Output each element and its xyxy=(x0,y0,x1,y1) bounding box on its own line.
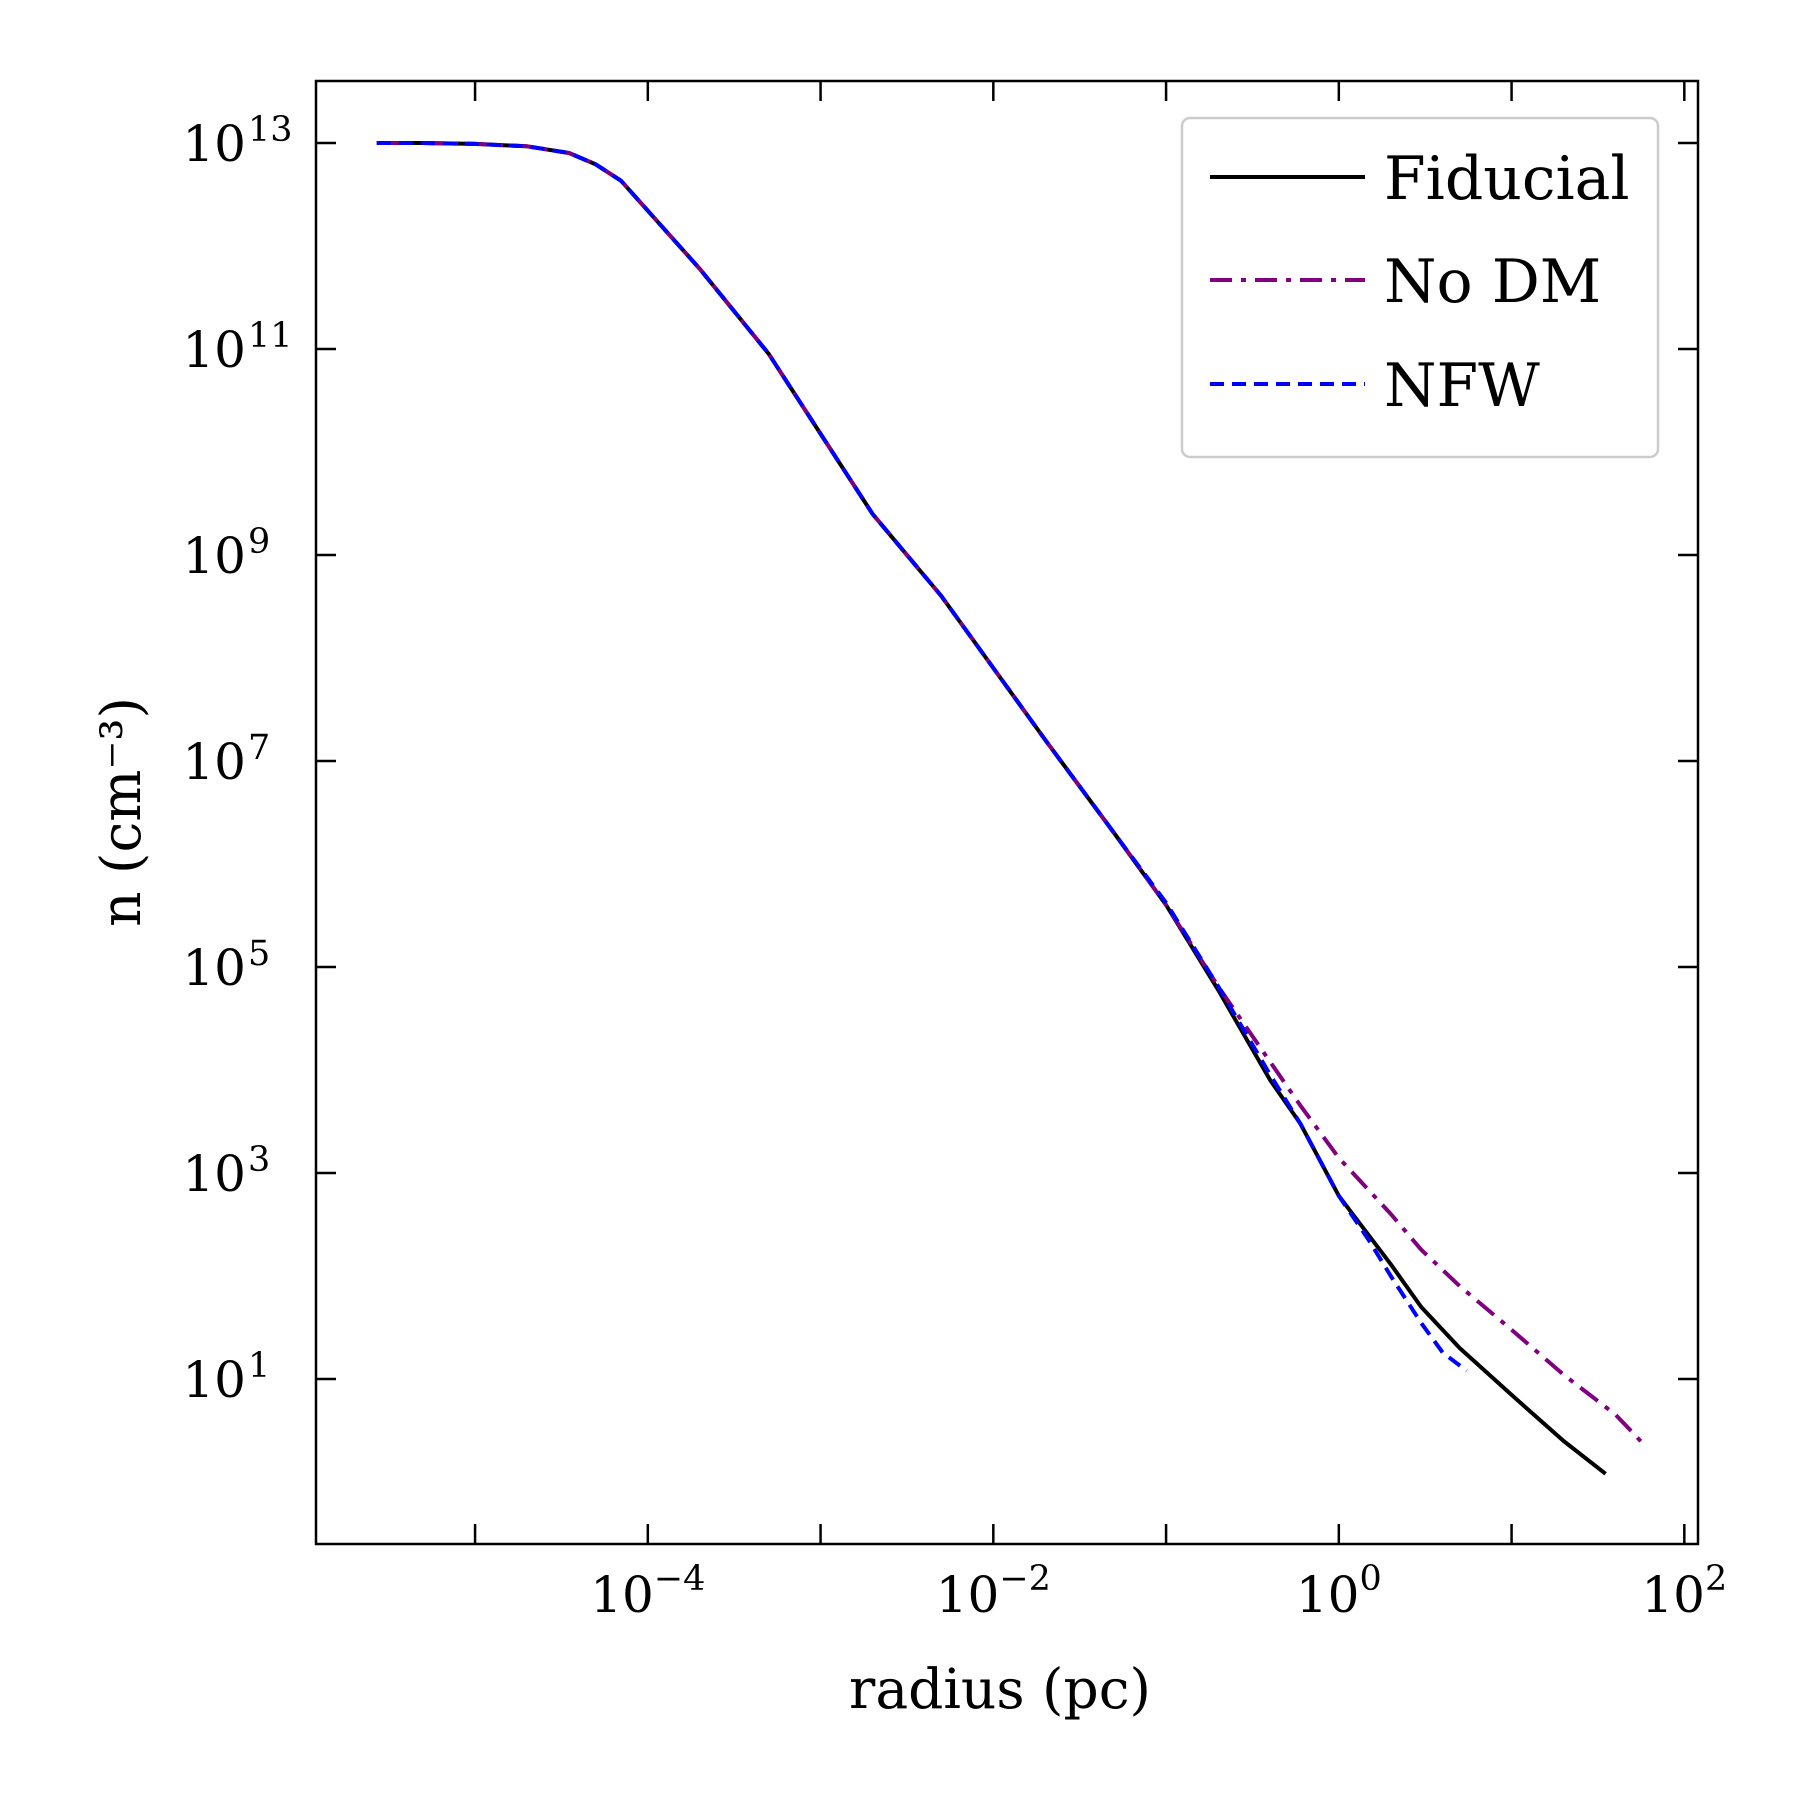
legend: Fiducial No DM NFW xyxy=(1180,116,1660,459)
y-tick-exponent: 1 xyxy=(248,1346,270,1386)
y-tick-exponent: 13 xyxy=(248,110,293,150)
legend-frame xyxy=(1180,116,1660,459)
y-axis-label: n (cm⁻³) xyxy=(89,697,153,927)
x-tick-label: 10−4 xyxy=(590,1559,705,1624)
legend-label-nfw: NFW xyxy=(1384,351,1540,421)
y-tick-label: 10 xyxy=(182,733,246,791)
legend-label-no-dm: No DM xyxy=(1384,247,1601,317)
y-tick-exponent: 11 xyxy=(248,316,293,356)
ticks-layer xyxy=(316,81,1698,1544)
x-tick-label: 100 xyxy=(1296,1559,1382,1624)
plot-frame xyxy=(314,79,1700,1546)
legend-label-fiducial: Fiducial xyxy=(1384,144,1630,214)
y-tick-exponent: 9 xyxy=(248,522,270,562)
x-tick-label: 10−2 xyxy=(936,1559,1051,1624)
y-tick-label: 10 xyxy=(182,321,246,379)
y-tick-label: 10 xyxy=(182,1145,246,1203)
y-tick-label: 10 xyxy=(182,527,246,585)
y-tick-exponent: 3 xyxy=(248,1140,270,1180)
series-line-nfw xyxy=(376,141,1468,1373)
series-layer xyxy=(376,141,1648,1476)
x-axis-label: radius (pc) xyxy=(849,1657,1151,1721)
y-tick-label: 10 xyxy=(182,939,246,997)
y-tick-label: 10 xyxy=(182,1351,246,1409)
x-tick-label: 102 xyxy=(1641,1559,1727,1624)
y-tick-exponent: 7 xyxy=(248,728,270,768)
y-tick-label: 10 xyxy=(182,115,246,173)
y-tick-exponent: 5 xyxy=(248,934,270,974)
